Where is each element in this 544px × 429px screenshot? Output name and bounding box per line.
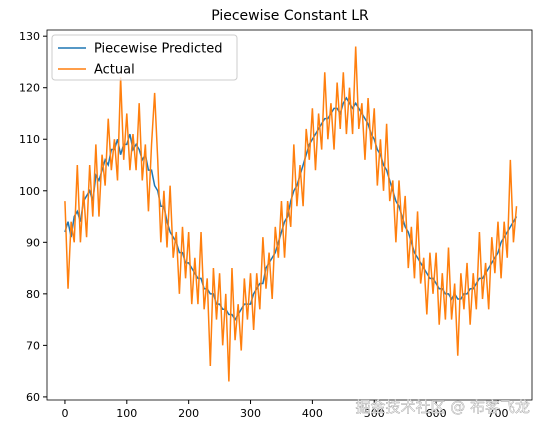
x-tick-label: 300 <box>240 407 261 420</box>
legend-label: Actual <box>94 63 135 78</box>
watermark: 掘金技术社区 @ 布客飞龙 <box>355 398 530 416</box>
axes-frame <box>46 29 533 401</box>
x-tick-label: 400 <box>302 407 323 420</box>
x-tick-label: 500 <box>364 407 385 420</box>
legend-label: Piecewise Predicted <box>94 42 222 57</box>
data-line <box>64 46 518 382</box>
y-tick-label: 110 <box>19 133 40 146</box>
y-tick-label: 80 <box>26 288 40 301</box>
y-tick-label: 70 <box>26 339 40 352</box>
y-tick-label: 100 <box>19 185 40 198</box>
y-tick-label: 90 <box>26 236 40 249</box>
x-tick-label: 700 <box>487 407 508 420</box>
y-tick-label: 120 <box>19 82 40 95</box>
chart-title: Piecewise Constant LR <box>211 8 369 24</box>
legend-box <box>51 34 238 81</box>
x-tick-label: 100 <box>116 407 137 420</box>
y-tick-label: 60 <box>26 391 40 404</box>
y-tick-label: 130 <box>19 30 40 43</box>
x-tick-label: 600 <box>426 407 447 420</box>
x-tick-label: 0 <box>61 407 68 420</box>
x-tick-label: 200 <box>178 407 199 420</box>
